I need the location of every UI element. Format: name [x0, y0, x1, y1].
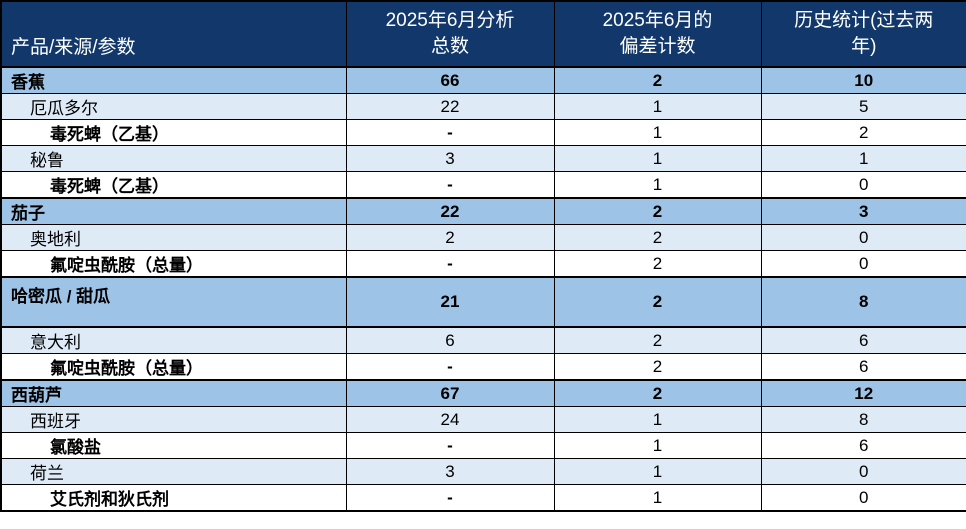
- row-label-cell: 意大利: [0, 326, 347, 354]
- analyzed-total-cell: 66: [345, 66, 555, 94]
- table-row: 氟啶虫酰胺（总量） - 2 6: [0, 353, 966, 381]
- deviation-count-cell: 1: [553, 484, 762, 512]
- history-stats-cell: 6: [760, 353, 966, 381]
- deviation-count-cell: 1: [553, 432, 762, 459]
- column-header-analyzed-total: 2025年6月分析 总数: [345, 0, 555, 68]
- table-row: 毒死蜱（乙基） - 1 0: [0, 171, 966, 199]
- analyzed-total-cell: 3: [345, 145, 555, 172]
- analyzed-total-cell: -: [345, 432, 555, 459]
- table-row: 香蕉 66 2 10: [0, 66, 966, 94]
- history-stats-cell: 0: [760, 250, 966, 278]
- table-row: 厄瓜多尔 22 1 5: [0, 93, 966, 120]
- row-label-cell: 氯酸盐: [0, 432, 347, 459]
- history-stats-cell: 6: [760, 432, 966, 459]
- history-stats-cell: 8: [760, 276, 966, 328]
- data-table: 产品/来源/参数 2025年6月分析 总数 2025年6月的 偏差计数 历史统计…: [0, 0, 966, 512]
- history-stats-cell: 0: [760, 484, 966, 512]
- analyzed-total-cell: 3: [345, 458, 555, 485]
- deviation-count-cell: 2: [553, 66, 762, 94]
- table-row: 西班牙 24 1 8: [0, 406, 966, 433]
- history-stats-cell: 2: [760, 119, 966, 146]
- analyzed-total-cell: -: [345, 171, 555, 199]
- row-label-cell: 荷兰: [0, 458, 347, 485]
- history-stats-cell: 1: [760, 145, 966, 172]
- row-label-cell: 氟啶虫酰胺（总量）: [0, 250, 347, 278]
- row-label-cell: 茄子: [0, 197, 347, 225]
- row-label-cell: 毒死蜱（乙基）: [0, 171, 347, 199]
- history-stats-cell: 0: [760, 171, 966, 199]
- analyzed-total-cell: 22: [345, 197, 555, 225]
- row-label-cell: 厄瓜多尔: [0, 93, 347, 120]
- row-label-cell: 西班牙: [0, 406, 347, 433]
- table-row: 毒死蜱（乙基） - 1 2: [0, 119, 966, 146]
- row-label-cell: 香蕉: [0, 66, 347, 94]
- analyzed-total-cell: 21: [345, 276, 555, 328]
- analyzed-total-cell: 6: [345, 326, 555, 354]
- history-stats-cell: 12: [760, 379, 966, 407]
- row-label-cell: 艾氏剂和狄氏剂: [0, 484, 347, 512]
- table-row: 荷兰 3 1 0: [0, 458, 966, 485]
- column-header-history-stats: 历史统计(过去两 年): [760, 0, 966, 68]
- history-stats-cell: 0: [760, 458, 966, 485]
- history-stats-cell: 10: [760, 66, 966, 94]
- table-row: 茄子 22 2 3: [0, 197, 966, 225]
- deviation-count-cell: 1: [553, 93, 762, 120]
- deviation-count-cell: 2: [553, 250, 762, 278]
- deviation-count-cell: 1: [553, 145, 762, 172]
- analyzed-total-cell: 67: [345, 379, 555, 407]
- history-stats-cell: 3: [760, 197, 966, 225]
- row-label-cell: 毒死蜱（乙基）: [0, 119, 347, 146]
- deviation-count-cell: 2: [553, 224, 762, 251]
- history-stats-cell: 5: [760, 93, 966, 120]
- deviation-count-cell: 2: [553, 353, 762, 381]
- analyzed-total-cell: -: [345, 353, 555, 381]
- deviation-count-cell: 1: [553, 458, 762, 485]
- row-label-cell: 哈密瓜 / 甜瓜: [0, 276, 347, 328]
- deviation-count-cell: 2: [553, 326, 762, 354]
- table-row: 奥地利 2 2 0: [0, 224, 966, 251]
- table-body: 香蕉 66 2 10 厄瓜多尔 22 1 5 毒死蜱（乙基） - 1 2 秘鲁 …: [0, 66, 966, 512]
- history-stats-cell: 0: [760, 224, 966, 251]
- table-row: 氯酸盐 - 1 6: [0, 432, 966, 459]
- analyzed-total-cell: 24: [345, 406, 555, 433]
- column-header-deviation-count: 2025年6月的 偏差计数: [553, 0, 762, 68]
- analyzed-total-cell: 2: [345, 224, 555, 251]
- row-label-cell: 氟啶虫酰胺（总量）: [0, 353, 347, 381]
- analyzed-total-cell: -: [345, 250, 555, 278]
- table-row: 意大利 6 2 6: [0, 326, 966, 354]
- analyzed-total-cell: 22: [345, 93, 555, 120]
- header-row: 产品/来源/参数 2025年6月分析 总数 2025年6月的 偏差计数 历史统计…: [0, 0, 966, 68]
- table-row: 秘鲁 3 1 1: [0, 145, 966, 172]
- deviation-count-cell: 1: [553, 119, 762, 146]
- deviation-count-cell: 1: [553, 406, 762, 433]
- row-label-cell: 西葫芦: [0, 379, 347, 407]
- history-stats-cell: 6: [760, 326, 966, 354]
- deviation-count-cell: 2: [553, 276, 762, 328]
- deviation-count-cell: 2: [553, 197, 762, 225]
- analyzed-total-cell: -: [345, 119, 555, 146]
- table-row: 西葫芦 67 2 12: [0, 379, 966, 407]
- table-row: 哈密瓜 / 甜瓜 21 2 8: [0, 276, 966, 328]
- analyzed-total-cell: -: [345, 484, 555, 512]
- table-row: 艾氏剂和狄氏剂 - 1 0: [0, 484, 966, 512]
- history-stats-cell: 8: [760, 406, 966, 433]
- table-row: 氟啶虫酰胺（总量） - 2 0: [0, 250, 966, 278]
- row-label-cell: 秘鲁: [0, 145, 347, 172]
- row-label-cell: 奥地利: [0, 224, 347, 251]
- deviation-count-cell: 2: [553, 379, 762, 407]
- deviation-count-cell: 1: [553, 171, 762, 199]
- column-header-product-source-param: 产品/来源/参数: [0, 0, 347, 68]
